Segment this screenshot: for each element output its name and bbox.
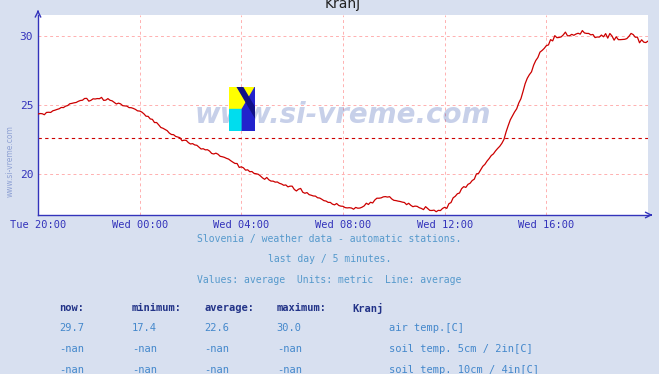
Polygon shape bbox=[229, 109, 243, 132]
Text: -nan: -nan bbox=[132, 365, 157, 374]
Polygon shape bbox=[243, 87, 256, 132]
Text: last day / 5 minutes.: last day / 5 minutes. bbox=[268, 254, 391, 264]
Title: Kranj: Kranj bbox=[325, 0, 361, 11]
Text: -nan: -nan bbox=[204, 365, 229, 374]
Text: minimum:: minimum: bbox=[132, 303, 182, 313]
Text: soil temp. 10cm / 4in[C]: soil temp. 10cm / 4in[C] bbox=[389, 365, 539, 374]
Text: 17.4: 17.4 bbox=[132, 324, 157, 334]
Text: air temp.[C]: air temp.[C] bbox=[389, 324, 464, 334]
Text: -nan: -nan bbox=[59, 344, 84, 354]
Text: Slovenia / weather data - automatic stations.: Slovenia / weather data - automatic stat… bbox=[197, 234, 462, 244]
Text: -nan: -nan bbox=[132, 344, 157, 354]
Text: www.si-vreme.com: www.si-vreme.com bbox=[195, 101, 491, 129]
Text: -nan: -nan bbox=[59, 365, 84, 374]
Text: average:: average: bbox=[204, 303, 254, 313]
Text: -nan: -nan bbox=[277, 365, 302, 374]
Polygon shape bbox=[229, 87, 256, 109]
Text: now:: now: bbox=[59, 303, 84, 313]
Text: Kranj: Kranj bbox=[353, 303, 384, 314]
Text: 30.0: 30.0 bbox=[277, 324, 302, 334]
Text: Values: average  Units: metric  Line: average: Values: average Units: metric Line: aver… bbox=[197, 275, 462, 285]
Text: www.si-vreme.com: www.si-vreme.com bbox=[5, 125, 14, 197]
Text: -nan: -nan bbox=[277, 344, 302, 354]
Text: 22.6: 22.6 bbox=[204, 324, 229, 334]
Text: maximum:: maximum: bbox=[277, 303, 327, 313]
Polygon shape bbox=[237, 87, 256, 118]
Text: soil temp. 5cm / 2in[C]: soil temp. 5cm / 2in[C] bbox=[389, 344, 532, 354]
Text: -nan: -nan bbox=[204, 344, 229, 354]
Text: 29.7: 29.7 bbox=[59, 324, 84, 334]
